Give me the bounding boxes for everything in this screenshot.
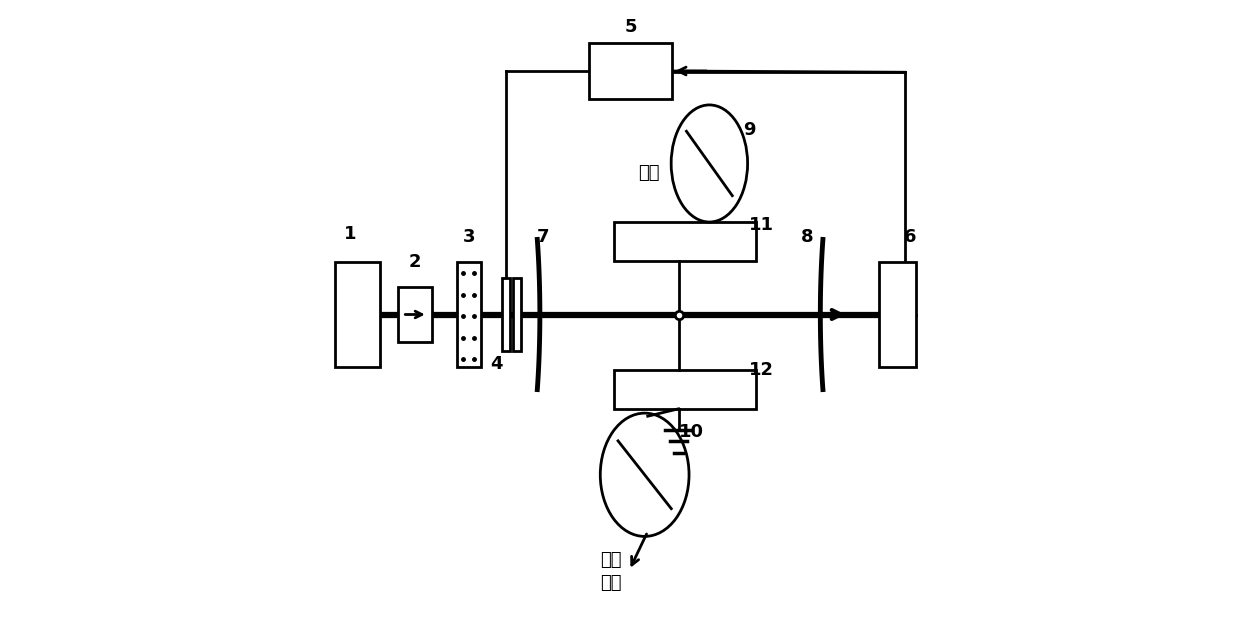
- Text: 11: 11: [749, 216, 774, 234]
- Text: 7: 7: [537, 228, 549, 247]
- Text: 8: 8: [801, 228, 813, 247]
- Bar: [398, 287, 432, 342]
- Text: 4: 4: [491, 355, 503, 373]
- Bar: [614, 370, 755, 409]
- Text: 激光: 激光: [600, 574, 621, 592]
- Text: 3: 3: [463, 228, 475, 247]
- Bar: [513, 277, 521, 352]
- Ellipse shape: [671, 105, 748, 222]
- Ellipse shape: [600, 413, 689, 537]
- Text: 高压: 高压: [639, 164, 660, 182]
- Text: 6: 6: [904, 228, 916, 247]
- Bar: [589, 43, 672, 99]
- Bar: [456, 262, 481, 367]
- Bar: [879, 262, 916, 367]
- Text: 2: 2: [408, 253, 422, 271]
- Bar: [502, 277, 510, 352]
- Text: 5: 5: [624, 18, 636, 36]
- Bar: [614, 222, 755, 261]
- Text: 1: 1: [343, 225, 356, 243]
- Bar: [335, 262, 379, 367]
- Text: 12: 12: [749, 361, 774, 379]
- Text: 出射: 出射: [600, 551, 621, 569]
- Text: 9: 9: [743, 121, 755, 138]
- Text: 10: 10: [680, 423, 704, 441]
